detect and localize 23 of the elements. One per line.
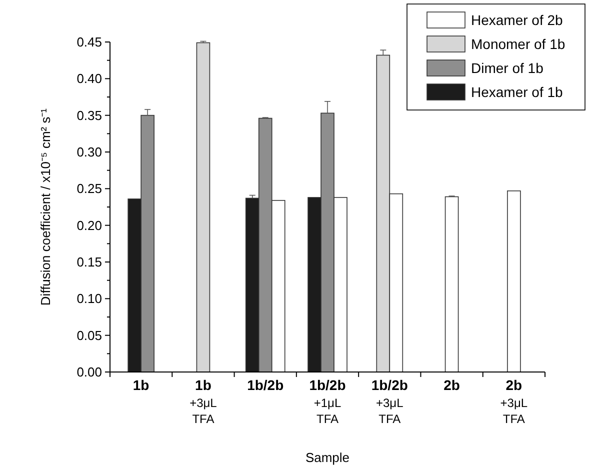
- legend-label: Monomer of 1b: [471, 36, 566, 52]
- y-tick-label: 0.35: [76, 108, 102, 123]
- y-axis-title: Diffusion coefficient / x10⁻⁵ cm² s⁻¹: [38, 108, 53, 306]
- y-tick-label: 0.30: [76, 144, 102, 160]
- y-tick-label: 0.20: [76, 218, 102, 233]
- legend-label: Hexamer of 1b: [471, 84, 564, 100]
- y-tick-label: 0.45: [76, 34, 102, 50]
- x-tick-label: 1b/2b +3μL TFA: [371, 377, 408, 426]
- y-tick-label: 0.05: [76, 328, 102, 343]
- x-tick-label: 1b/2b: [247, 377, 284, 393]
- legend-label: Hexamer of 2b: [471, 12, 564, 28]
- x-tick-label: 1b +3μL TFA: [190, 377, 218, 426]
- y-tick-label: 0.00: [76, 364, 102, 380]
- y-tick-label: 0.25: [76, 181, 102, 196]
- y-tick-label: 0.40: [76, 71, 102, 86]
- legend-label: Dimer of 1b: [471, 60, 544, 76]
- x-tick-label: 2b: [444, 377, 460, 393]
- x-tick-label: 2b +3μL TFA: [500, 377, 528, 426]
- y-tick-label: 0.10: [76, 291, 102, 306]
- y-tick-label: 0.15: [76, 254, 102, 270]
- x-axis-title: Sample: [305, 450, 350, 465]
- x-tick-label: 1b/2b +1μL TFA: [309, 377, 346, 426]
- x-tick-label: 1b: [132, 377, 150, 393]
